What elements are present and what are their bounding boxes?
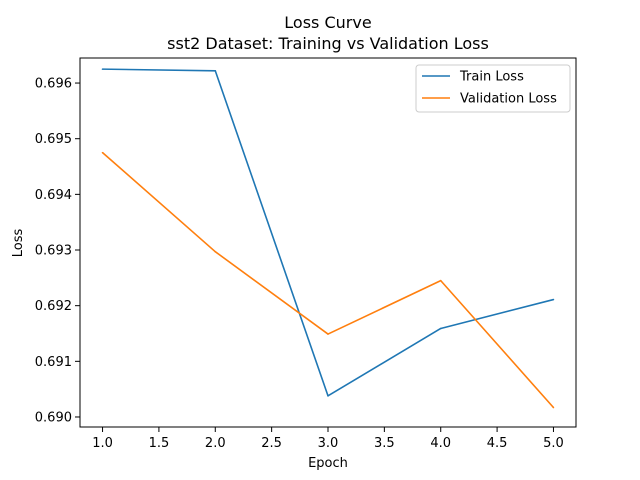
- y-axis-ticks: 0.690 0.691 0.692 0.693 0.694 0.695 0.696: [35, 77, 80, 425]
- x-tick-label: 4.5: [487, 436, 508, 451]
- x-tick-label: 1.0: [92, 436, 113, 451]
- y-tick-label: 0.694: [35, 188, 72, 203]
- data-point-validation-loss: [214, 250, 217, 253]
- legend: Train Loss Validation Loss: [415, 64, 571, 113]
- x-tick-label: 1.5: [149, 436, 170, 451]
- data-point-validation-loss: [552, 406, 555, 409]
- x-axis-label: Epoch: [308, 456, 348, 471]
- legend-label-validation-loss: Validation Loss: [460, 92, 557, 107]
- data-point-validation-loss: [101, 151, 104, 154]
- x-tick-label: 3.0: [318, 436, 339, 451]
- data-point-train-loss: [552, 298, 555, 301]
- x-axis-ticks: 1.0 1.5 2.0 2.5 3.0 3.5 4.0 4.5 5.0: [92, 427, 564, 451]
- x-tick-label: 5.0: [543, 436, 564, 451]
- data-point-train-loss: [327, 395, 329, 397]
- y-tick-label: 0.695: [35, 132, 72, 147]
- legend-label-train-loss: Train Loss: [459, 70, 524, 85]
- x-tick-label: 2.0: [205, 436, 226, 451]
- series-layer: [101, 68, 555, 409]
- x-tick-label: 2.5: [261, 436, 282, 451]
- y-tick-label: 0.690: [35, 410, 72, 425]
- data-point-train-loss: [214, 70, 217, 72]
- y-tick-label: 0.696: [35, 77, 72, 92]
- data-point-train-loss: [101, 68, 104, 70]
- data-point-validation-loss: [439, 279, 442, 282]
- y-tick-label: 0.693: [35, 244, 72, 259]
- data-point-train-loss: [439, 327, 442, 330]
- x-tick-label: 3.5: [374, 436, 395, 451]
- legend-box: [415, 64, 571, 113]
- x-tick-label: 4.0: [430, 436, 451, 451]
- y-tick-label: 0.691: [35, 355, 72, 370]
- y-axis-label: Loss: [11, 229, 26, 258]
- chart-title: Loss Curve: [284, 13, 371, 32]
- y-tick-label: 0.692: [35, 299, 72, 314]
- data-point-validation-loss: [327, 333, 329, 335]
- chart-subtitle: sst2 Dataset: Training vs Validation Los…: [167, 34, 489, 53]
